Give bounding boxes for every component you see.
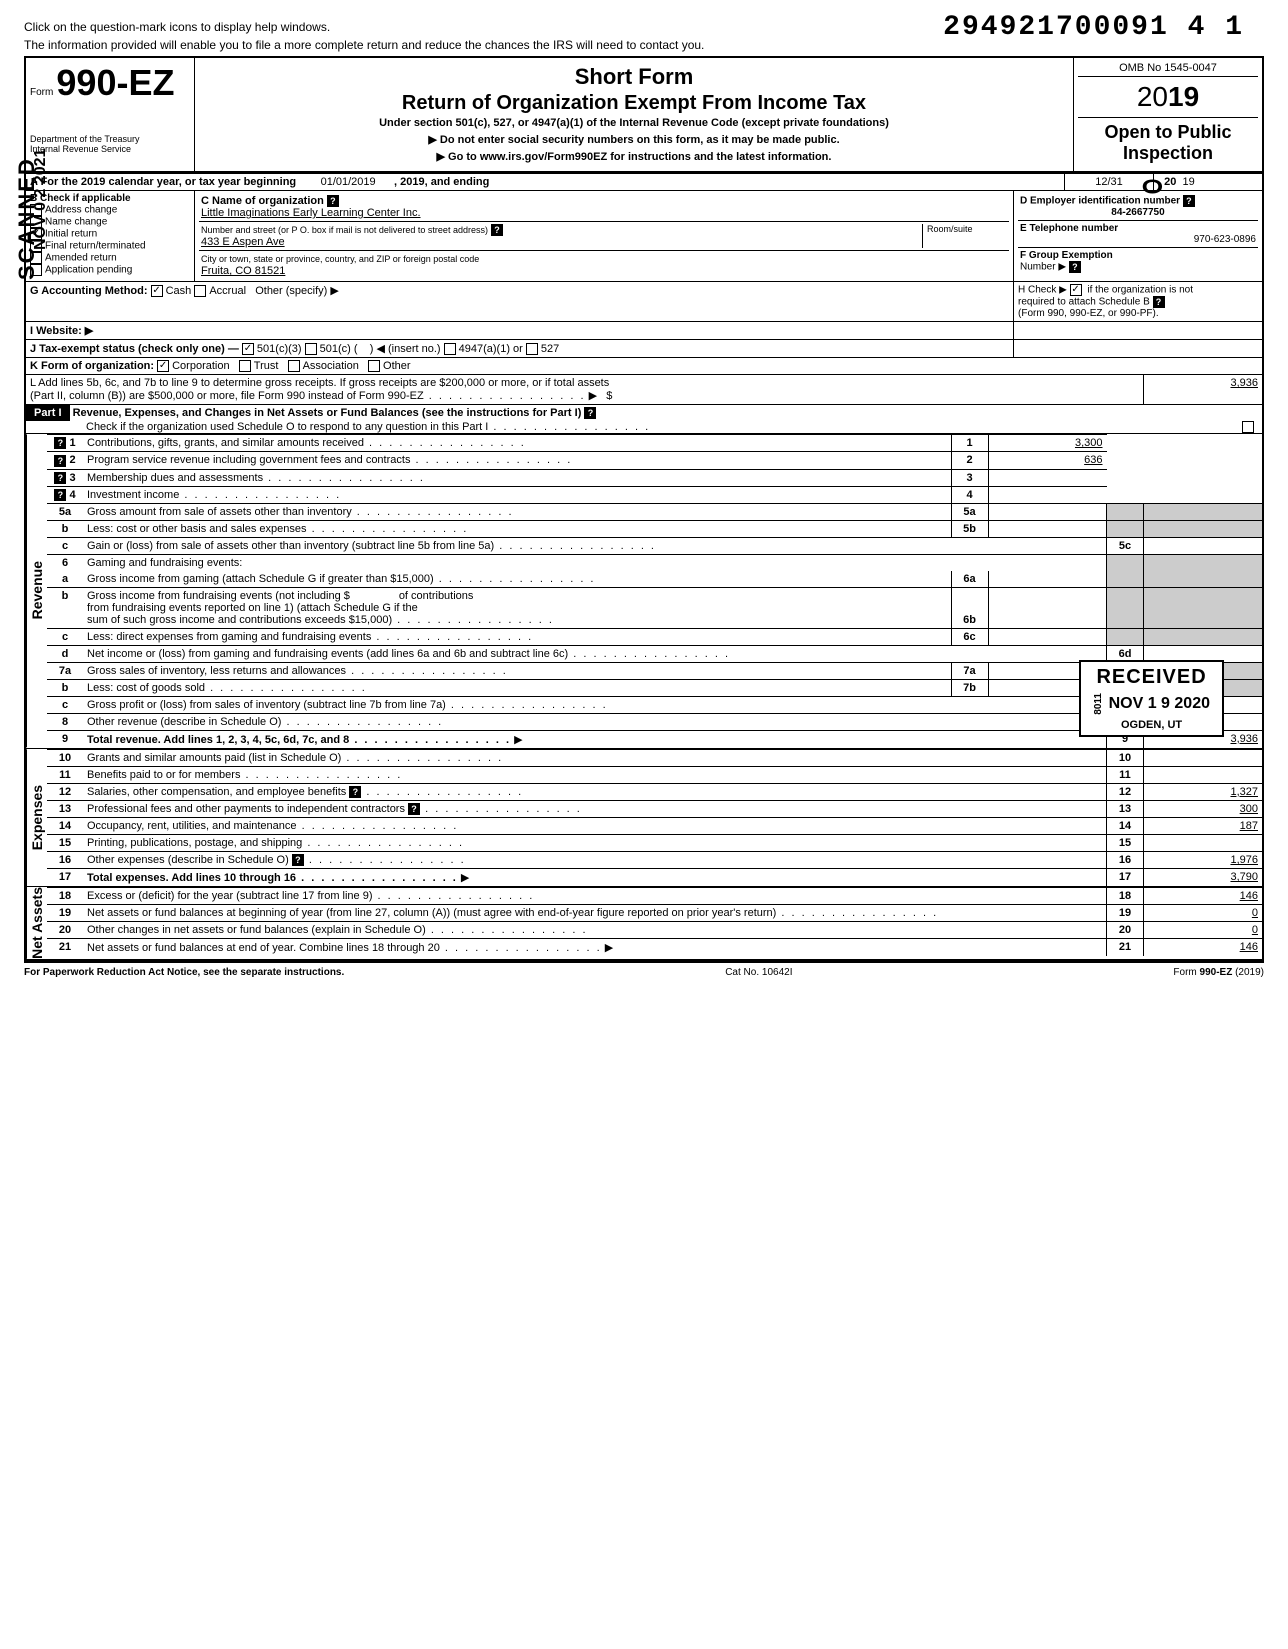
city-state-zip: Fruita, CO 81521: [201, 265, 285, 277]
help-icon[interactable]: ?: [349, 786, 361, 798]
section-f-label2: Number ▶: [1020, 262, 1066, 273]
chk-association[interactable]: [288, 360, 300, 372]
dept-treasury: Department of the Treasury: [30, 134, 190, 144]
footer-cat-no: Cat No. 10642I: [725, 967, 792, 978]
room-suite-label: Room/suite: [922, 224, 1007, 248]
main-title: Return of Organization Exempt From Incom…: [199, 92, 1069, 115]
expenses-label: Expenses: [26, 749, 47, 886]
ein: 84-2667750: [1020, 207, 1256, 218]
chk-accrual[interactable]: [194, 285, 206, 297]
street-label: Number and street (or P O. box if mail i…: [201, 225, 488, 235]
section-g: G Accounting Method: Cash Accrual Other …: [26, 282, 1014, 321]
period-row: A For the 2019 calendar year, or tax yea…: [26, 174, 1065, 190]
form-page: 294921700091 4 1 Click on the question-m…: [24, 20, 1264, 982]
help-icon[interactable]: ?: [1183, 195, 1195, 207]
section-c: C Name of organization ? Little Imaginat…: [195, 191, 1014, 281]
form-label: Form: [30, 87, 53, 98]
handwritten-initials: ⴰ: [1141, 160, 1164, 202]
part-1-label: Part I: [26, 405, 70, 421]
help-icon[interactable]: ?: [584, 407, 596, 419]
gross-receipts-amount: 3,936: [1144, 375, 1262, 404]
chk-4947[interactable]: [444, 343, 456, 355]
help-icon[interactable]: ?: [327, 195, 339, 207]
chk-schedule-o[interactable]: [1242, 421, 1254, 433]
short-form-title: Short Form: [199, 64, 1069, 90]
help-icon[interactable]: ?: [491, 224, 503, 236]
scan-date-stamp: NOV 0 2 2021: [32, 149, 50, 250]
omb-number: OMB No 1545-0047: [1078, 62, 1258, 77]
page-footer: For Paperwork Reduction Act Notice, see …: [24, 961, 1264, 982]
period-end-year: , 20 19: [1154, 174, 1262, 190]
subtitle: Under section 501(c), 527, or 4947(a)(1)…: [199, 117, 1069, 129]
section-i: I Website: ▶: [26, 322, 1014, 339]
goto-link: ▶ Go to www.irs.gov/Form990EZ for instru…: [199, 150, 1069, 163]
phone: 970-623-0896: [1020, 234, 1256, 245]
year-cell: OMB No 1545-0047 2019 Open to Public Ins…: [1074, 57, 1264, 172]
help-icon[interactable]: ?: [1069, 261, 1081, 273]
received-date: NOV 1 9 2020: [1109, 695, 1210, 712]
period-begin: 01/01/2019: [321, 176, 376, 188]
section-e-label: E Telephone number: [1020, 223, 1118, 234]
open-to-public-1: Open to Public: [1078, 117, 1258, 143]
tax-year: 2019: [1078, 81, 1258, 113]
form-header-table: Form 990-EZ Department of the Treasury I…: [24, 56, 1264, 173]
part-1-check-text: Check if the organization used Schedule …: [26, 421, 650, 433]
net-assets-label: Net Assets: [26, 887, 47, 959]
chk-other-org[interactable]: [368, 360, 380, 372]
help-icon[interactable]: ?: [54, 489, 66, 501]
section-f-label: F Group Exemption: [1020, 250, 1113, 261]
received-location: OGDEN, UT: [1093, 719, 1210, 731]
revenue-label: Revenue: [26, 434, 47, 747]
help-icon[interactable]: ?: [54, 437, 66, 449]
period-label: A For the 2019 calendar year, or tax yea…: [30, 176, 296, 188]
org-name: Little Imaginations Early Learning Cente…: [201, 207, 421, 219]
ssn-warning: ▶ Do not enter social security numbers o…: [199, 133, 1069, 146]
section-l: L Add lines 5b, 6c, and 7b to line 9 to …: [26, 375, 1144, 404]
received-title: RECEIVED: [1093, 666, 1210, 689]
net-assets-table: 18Excess or (deficit) for the year (subt…: [47, 887, 1262, 956]
street-address: 433 E Aspen Ave: [201, 236, 285, 248]
document-number: 294921700091 4 1: [943, 12, 1244, 43]
section-j: J Tax-exempt status (check only one) — 5…: [26, 340, 1014, 357]
chk-schedule-b[interactable]: [1070, 284, 1082, 296]
expenses-table: 10Grants and similar amounts paid (list …: [47, 749, 1262, 886]
footer-left: For Paperwork Reduction Act Notice, see …: [24, 967, 344, 978]
form-number: 990-EZ: [56, 62, 174, 103]
part-1-header: Part I Revenue, Expenses, and Changes in…: [26, 405, 1262, 433]
title-cell: Short Form Return of Organization Exempt…: [195, 57, 1074, 172]
chk-527[interactable]: [526, 343, 538, 355]
help-icon[interactable]: ?: [292, 854, 304, 866]
help-icon[interactable]: ?: [408, 803, 420, 815]
part-1-title: Revenue, Expenses, and Changes in Net As…: [73, 407, 582, 419]
section-k: K Form of organization: Corporation Trus…: [26, 358, 1262, 374]
received-stamp: RECEIVED 8011 NOV 1 9 2020 OGDEN, UT: [1079, 660, 1224, 737]
chk-501c3[interactable]: [242, 343, 254, 355]
chk-501c[interactable]: [305, 343, 317, 355]
help-icon[interactable]: ?: [54, 472, 66, 484]
dept-irs: Internal Revenue Service: [30, 144, 190, 154]
chk-corporation[interactable]: [157, 360, 169, 372]
footer-form-ref: Form 990-EZ (2019): [1173, 967, 1264, 978]
section-h: H Check ▶ if the organization is not req…: [1014, 282, 1262, 321]
chk-cash[interactable]: [151, 285, 163, 297]
section-c-label: C Name of organization: [201, 195, 324, 207]
period-mid: , 2019, and ending: [394, 176, 489, 188]
help-icon[interactable]: ?: [1153, 296, 1165, 308]
open-to-public-2: Inspection: [1078, 143, 1258, 164]
help-icon[interactable]: ?: [54, 455, 66, 467]
section-b: B Check if applicable Address change Nam…: [26, 191, 195, 281]
city-label: City or town, state or province, country…: [201, 254, 479, 264]
form-number-cell: Form 990-EZ Department of the Treasury I…: [25, 57, 195, 172]
right-info-col: D Employer identification number ? 84-26…: [1014, 191, 1262, 281]
chk-trust[interactable]: [239, 360, 251, 372]
